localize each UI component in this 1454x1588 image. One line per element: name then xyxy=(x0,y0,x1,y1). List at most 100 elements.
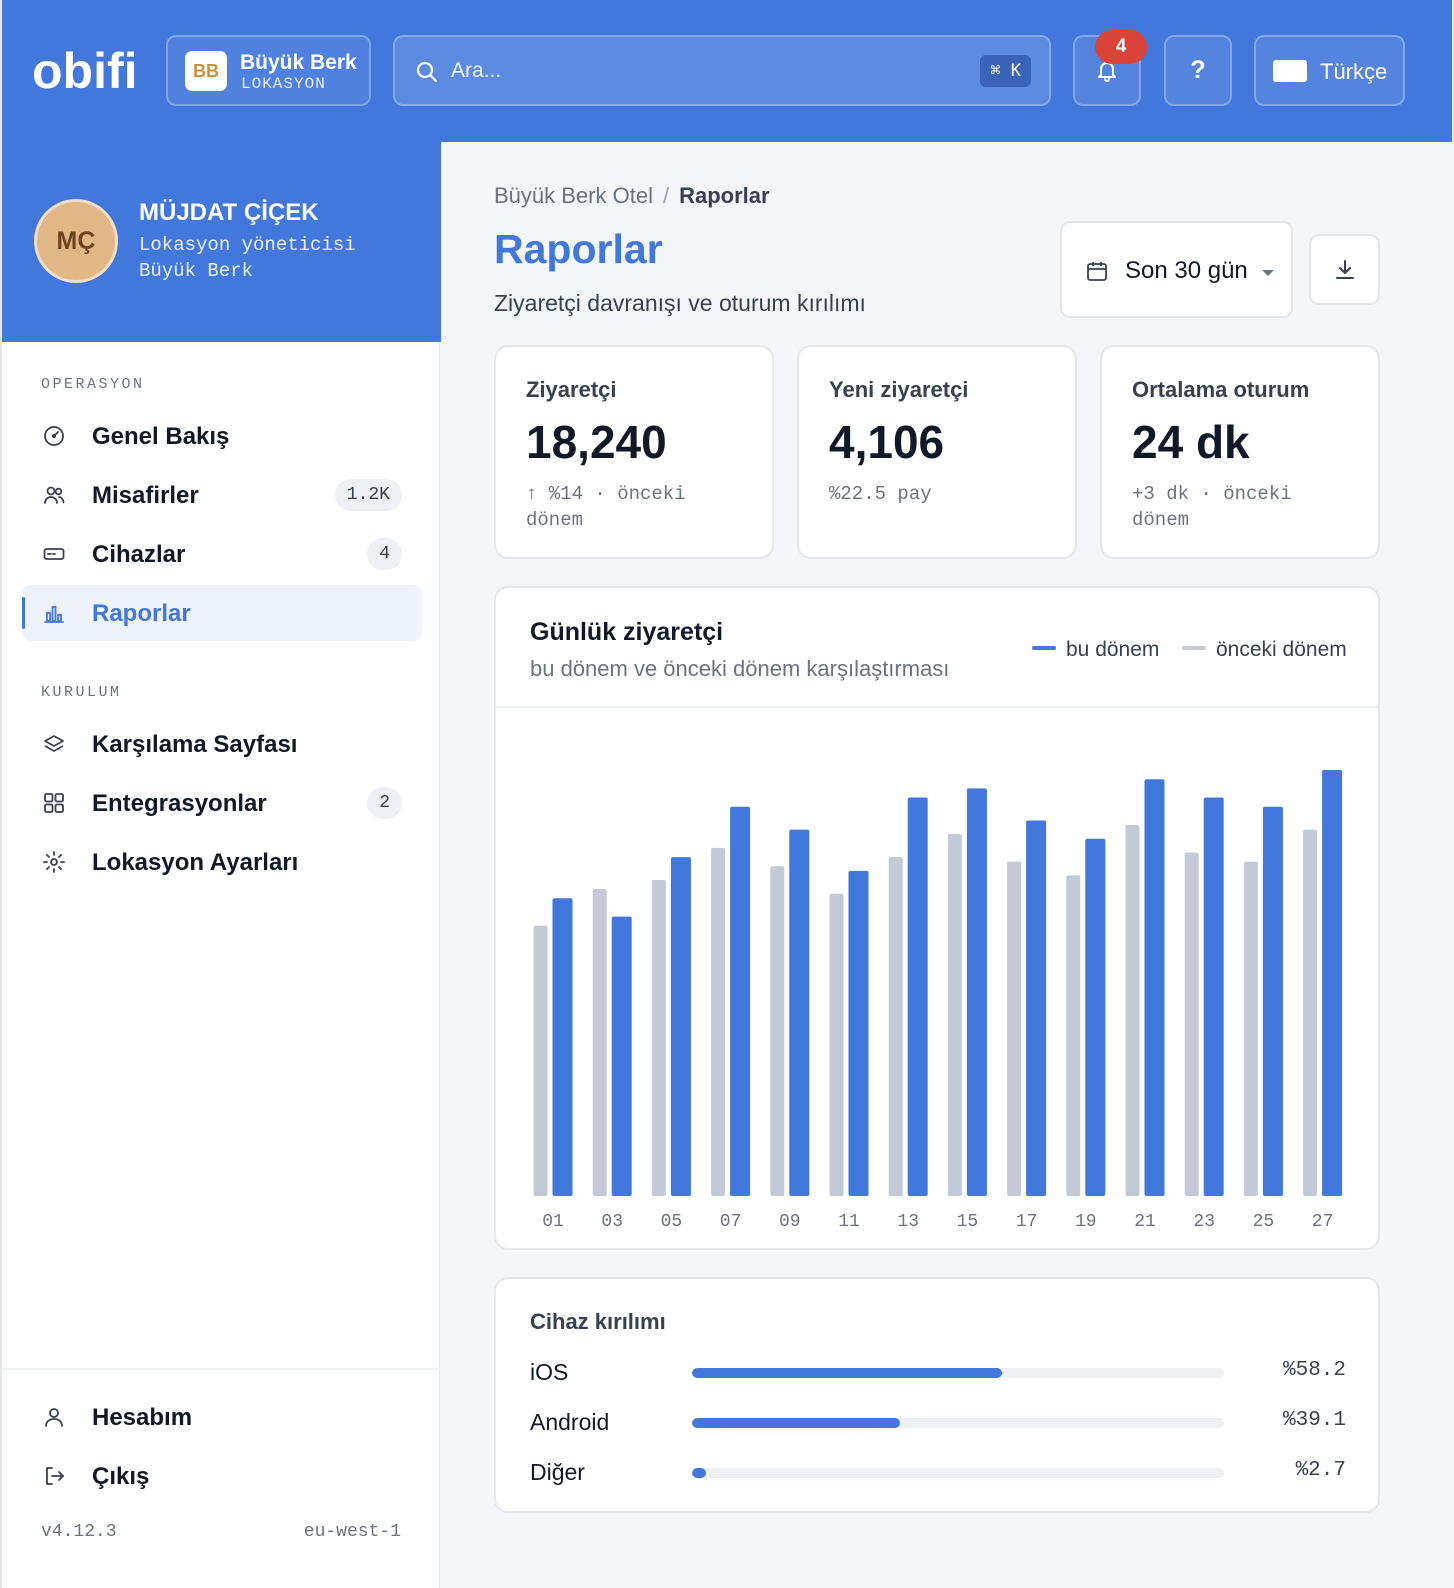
x-tick-label: 23 xyxy=(1193,1212,1215,1232)
user-location: Büyük Berk xyxy=(139,260,254,282)
x-tick-label: 01 xyxy=(542,1212,564,1232)
sidebar-item-karsilama-sayfasi[interactable]: Karşılama Sayfası xyxy=(22,716,422,772)
bar-current-25 xyxy=(1262,806,1283,1196)
device-row-ios: iOS %58.2 xyxy=(530,1359,1346,1389)
user-profile[interactable]: MÇ MÜJDAT ÇİÇEK Lokasyon yöneticisi Büyü… xyxy=(2,142,441,342)
calendar-icon xyxy=(1087,262,1107,281)
date-range-dropdown[interactable]: Son 30 gün xyxy=(1060,221,1293,318)
obifi-logo[interactable]: obifi xyxy=(32,42,148,96)
chart-subtitle: bu dönem ve önceki dönem karşılaştırması xyxy=(530,656,950,681)
breadcrumb-current: Raporlar xyxy=(679,183,770,208)
search-input[interactable] xyxy=(451,55,951,87)
sidebar-item-label: Entegrasyonlar xyxy=(92,790,267,817)
bar-previous-27 xyxy=(1303,829,1318,1196)
bar-current-17 xyxy=(1026,820,1047,1196)
device-progress-track xyxy=(692,1368,1224,1378)
stat-delta: ↑ %14 · önceki dönem xyxy=(526,483,686,531)
location-badge: BB xyxy=(185,51,227,91)
legend-swatch xyxy=(1182,646,1206,651)
server-region: eu-west-1 xyxy=(303,1522,401,1542)
stat-value: 24 dk xyxy=(1132,416,1250,468)
top-bar: obifi BB Büyük Berk LOKASYON ⌘ K 4 ? Tür… xyxy=(0,0,1454,142)
stat-label: Ortalama oturum xyxy=(1132,377,1310,402)
sidebar-item-label: Raporlar xyxy=(92,600,191,627)
bar-previous-23 xyxy=(1184,852,1199,1196)
bar-chart-icon xyxy=(44,606,64,623)
sidebar-item-raporlar[interactable]: Raporlar xyxy=(22,585,422,641)
x-tick-label: 05 xyxy=(661,1212,683,1232)
notification-count-badge: 4 xyxy=(1095,30,1147,64)
sidebar-item-cikis[interactable]: Çıkış xyxy=(22,1448,422,1504)
device-row-android: Android %39.1 xyxy=(530,1409,1346,1439)
stat-value: 18,240 xyxy=(526,416,667,468)
sidebar-item-cihazlar[interactable]: Cihazlar 4 xyxy=(22,526,422,582)
x-tick-label: 21 xyxy=(1134,1212,1156,1232)
device-progress-track xyxy=(692,1468,1224,1478)
bar-previous-17 xyxy=(1007,861,1022,1196)
location-switcher[interactable]: BB Büyük Berk LOKASYON xyxy=(166,35,371,106)
section-label-kurulum: KURULUM xyxy=(41,684,122,701)
bar-previous-11 xyxy=(829,893,844,1196)
settings-icon xyxy=(43,851,65,873)
bar-previous-19 xyxy=(1066,875,1081,1196)
daily-visitors-bar-chart: 01 03 05 07 09 11 13 15 17 19 21 23 25 27 xyxy=(533,770,1343,1232)
bar-current-03 xyxy=(611,916,632,1196)
x-tick-label: 15 xyxy=(957,1212,979,1232)
sidebar-item-entegrasyonlar[interactable]: Entegrasyonlar 2 xyxy=(22,775,422,831)
stat-label: Ziyaretçi xyxy=(526,377,617,402)
bar-previous-25 xyxy=(1243,861,1258,1196)
location-name: Büyük Berk xyxy=(240,51,357,74)
legend-swatch xyxy=(1032,646,1056,651)
x-tick-label: 11 xyxy=(838,1212,860,1232)
location-subtitle: LOKASYON xyxy=(241,75,326,93)
device-breakdown-title: Cihaz kırılımı xyxy=(530,1309,666,1334)
device-name: iOS xyxy=(530,1359,569,1385)
stat-card-avg-session: Ortalama oturum 24 dk +3 dk · önceki dön… xyxy=(1100,345,1380,559)
x-tick-label: 27 xyxy=(1312,1212,1334,1232)
sidebar-item-genel-bakis[interactable]: Genel Bakış xyxy=(22,408,422,464)
user-role: Lokasyon yöneticisi xyxy=(139,234,356,256)
sidebar-item-hesabim[interactable]: Hesabım xyxy=(22,1389,422,1445)
sidebar-item-label: Cihazlar xyxy=(92,541,186,568)
sidebar-item-lokasyon-ayarlari[interactable]: Lokasyon Ayarları xyxy=(22,834,422,890)
sidebar-item-label: Lokasyon Ayarları xyxy=(92,849,299,876)
device-percent: %39.1 xyxy=(1282,1409,1346,1432)
device-percent: %2.7 xyxy=(1295,1459,1346,1482)
stat-delta: %22.5 pay xyxy=(829,483,932,505)
bar-current-09 xyxy=(789,829,810,1196)
bar-current-05 xyxy=(670,857,691,1196)
sidebar-item-label: Genel Bakış xyxy=(92,423,230,450)
bar-previous-13 xyxy=(888,857,903,1196)
stat-card-new-visitors: Yeni ziyaretçi 4,106 %22.5 pay xyxy=(797,345,1077,559)
x-tick-label: 09 xyxy=(779,1212,801,1232)
bar-previous-07 xyxy=(711,847,726,1196)
search-icon xyxy=(416,61,438,83)
x-tick-label: 19 xyxy=(1075,1212,1097,1232)
section-label-operasyon: OPERASYON xyxy=(41,376,145,393)
bar-current-07 xyxy=(730,806,751,1196)
help-button[interactable]: ? xyxy=(1164,35,1232,106)
flag-icon xyxy=(1273,60,1307,82)
svg-text:obifi: obifi xyxy=(32,43,138,96)
bar-current-15 xyxy=(966,788,987,1196)
sidebar-item-label: Misafirler xyxy=(92,482,199,509)
bar-current-13 xyxy=(907,797,928,1196)
search-bar[interactable]: ⌘ K xyxy=(393,35,1051,106)
grid-icon xyxy=(44,793,64,813)
sidebar-divider xyxy=(2,1368,440,1370)
user-icon xyxy=(45,1408,63,1427)
count-badge: 4 xyxy=(367,538,402,570)
daily-visitors-chart-card: Günlük ziyaretçi bu dönem ve önceki döne… xyxy=(494,586,1380,1250)
chart-header-divider xyxy=(496,706,1378,708)
download-icon xyxy=(1335,259,1354,279)
sidebar-item-misafirler[interactable]: Misafirler 1.2K xyxy=(22,467,422,523)
stat-label: Yeni ziyaretçi xyxy=(829,377,969,402)
breadcrumb-separator: / xyxy=(662,183,670,208)
breadcrumb-parent[interactable]: Büyük Berk Otel xyxy=(494,183,653,208)
user-name: MÜJDAT ÇİÇEK xyxy=(139,199,319,226)
download-button[interactable] xyxy=(1309,234,1380,305)
bar-previous-21 xyxy=(1125,825,1140,1196)
bar-previous-01 xyxy=(533,925,548,1196)
bar-current-21 xyxy=(1144,779,1165,1196)
language-selector[interactable]: Türkçe xyxy=(1254,35,1405,106)
